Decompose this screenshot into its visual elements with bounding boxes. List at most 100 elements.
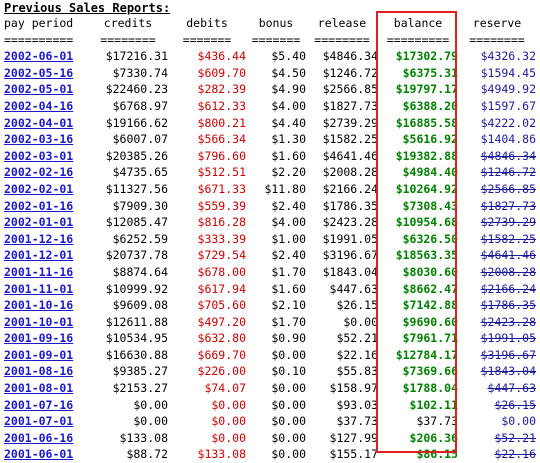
reserve-cell: $1582.25 bbox=[480, 231, 536, 246]
pay-period-cell: 2001-10-16 bbox=[4, 297, 88, 314]
release-cell: $1827.73 bbox=[322, 98, 378, 113]
bonus-cell: $2.10 bbox=[271, 298, 306, 313]
pay-period-link[interactable]: 2002-05-01 bbox=[4, 82, 74, 97]
balance-cell: $17302.79 bbox=[395, 49, 458, 64]
reserve-cell: $2423.28 bbox=[480, 314, 536, 329]
balance-cell: $37.73 bbox=[416, 414, 458, 429]
bonus-cell: $4.40 bbox=[271, 115, 306, 130]
bonus-cell: $4.00 bbox=[271, 215, 306, 230]
balance-cell: $18563.35 bbox=[395, 248, 458, 263]
reserve-cell: $1843.04 bbox=[480, 364, 536, 379]
bonus-cell: $11.80 bbox=[264, 181, 306, 196]
bonus-cell: $0.00 bbox=[271, 381, 306, 396]
credits-cell: $88.72 bbox=[126, 447, 168, 462]
bonus-cell: $2.40 bbox=[271, 248, 306, 263]
credits-cell: $22460.23 bbox=[105, 82, 168, 97]
debits-cell: $678.00 bbox=[197, 264, 246, 279]
release-cell: $52.21 bbox=[336, 331, 378, 346]
pay-period-link[interactable]: 2002-03-01 bbox=[4, 148, 74, 163]
balance-cell: $7142.88 bbox=[402, 298, 458, 313]
bonus-cell: $1.60 bbox=[271, 281, 306, 296]
balance-cell: $7961.71 bbox=[402, 331, 458, 346]
table-row: 2001-06-01 $88.72 $133.08 $0.00 $155.17 $86.1… bbox=[4, 446, 536, 463]
pay-period-cell: 2001-12-16 bbox=[4, 231, 88, 248]
page-title: Previous Sales Reports: bbox=[4, 1, 171, 15]
pay-period-link[interactable]: 2002-05-16 bbox=[4, 65, 74, 80]
balance-cell: $7308.43 bbox=[402, 198, 458, 213]
pay-period-cell: 2001-07-01 bbox=[4, 413, 88, 430]
pay-period-cell: 2002-03-16 bbox=[4, 131, 88, 148]
sales-report-table: pay period credits debits bonus release … bbox=[4, 15, 536, 463]
header-release: release bbox=[317, 16, 367, 30]
pay-period-link[interactable]: 2002-01-01 bbox=[4, 215, 74, 230]
pay-period-link[interactable]: 2001-07-01 bbox=[4, 414, 74, 429]
release-cell: $2423.28 bbox=[322, 215, 378, 230]
pay-period-link[interactable]: 2001-12-16 bbox=[4, 231, 74, 246]
reserve-cell: $2739.29 bbox=[480, 215, 536, 230]
bonus-cell: $1.00 bbox=[271, 231, 306, 246]
pay-period-link[interactable]: 2001-07-16 bbox=[4, 397, 74, 412]
table-row: 2001-06-16 $133.08 $0.00 $0.00 $127.99 $206.3… bbox=[4, 430, 536, 447]
bonus-cell: $4.00 bbox=[271, 98, 306, 113]
credits-cell: $17216.31 bbox=[105, 49, 168, 64]
debits-cell: $0.00 bbox=[211, 430, 246, 445]
bonus-cell: $4.50 bbox=[271, 65, 306, 80]
reserve-cell: $1594.45 bbox=[480, 65, 536, 80]
pay-period-cell: 2001-06-01 bbox=[4, 446, 88, 463]
release-cell: $4846.34 bbox=[322, 49, 378, 64]
table-row: 2002-02-16 $4735.65 $512.51 $2.20 $2008.28 $4… bbox=[4, 164, 536, 181]
pay-period-link[interactable]: 2002-04-01 bbox=[4, 115, 74, 130]
balance-cell: $8662.47 bbox=[402, 281, 458, 296]
reserve-cell: $0.00 bbox=[501, 414, 536, 429]
separator-credits: ======== bbox=[100, 32, 156, 47]
table-row: 2001-08-16 $9385.27 $226.00 $0.10 $55.83 $736… bbox=[4, 363, 536, 380]
separator-reserve: ======== bbox=[469, 32, 525, 47]
bonus-cell: $0.90 bbox=[271, 331, 306, 346]
pay-period-cell: 2001-12-01 bbox=[4, 247, 88, 264]
debits-cell: $705.60 bbox=[197, 298, 246, 313]
balance-cell: $6326.50 bbox=[402, 231, 458, 246]
table-row: 2001-10-16 $9609.08 $705.60 $2.10 $26.15 $714… bbox=[4, 297, 536, 314]
release-cell: $26.15 bbox=[336, 298, 378, 313]
credits-cell: $133.08 bbox=[119, 430, 168, 445]
pay-period-link[interactable]: 2002-02-01 bbox=[4, 181, 74, 196]
pay-period-link[interactable]: 2002-03-16 bbox=[4, 132, 74, 147]
credits-cell: $19166.62 bbox=[105, 115, 168, 130]
balance-cell: $6388.20 bbox=[402, 98, 458, 113]
pay-period-link[interactable]: 2001-10-16 bbox=[4, 298, 74, 313]
debits-cell: $74.07 bbox=[204, 381, 246, 396]
pay-period-link[interactable]: 2002-06-01 bbox=[4, 49, 74, 64]
pay-period-link[interactable]: 2001-11-01 bbox=[4, 281, 74, 296]
pay-period-link[interactable]: 2002-02-16 bbox=[4, 165, 74, 180]
pay-period-link[interactable]: 2001-10-01 bbox=[4, 314, 74, 329]
pay-period-cell: 2001-09-16 bbox=[4, 330, 88, 347]
release-cell: $2739.29 bbox=[322, 115, 378, 130]
debits-cell: $800.21 bbox=[197, 115, 246, 130]
pay-period-cell: 2002-04-01 bbox=[4, 115, 88, 132]
debits-cell: $436.44 bbox=[197, 49, 246, 64]
pay-period-link[interactable]: 2002-04-16 bbox=[4, 98, 74, 113]
reserve-cell: $3196.67 bbox=[480, 347, 536, 362]
pay-period-link[interactable]: 2001-08-01 bbox=[4, 381, 74, 396]
debits-cell: $617.94 bbox=[197, 281, 246, 296]
pay-period-link[interactable]: 2002-01-16 bbox=[4, 198, 74, 213]
debits-cell: $282.39 bbox=[197, 82, 246, 97]
balance-cell: $7369.66 bbox=[402, 364, 458, 379]
pay-period-cell: 2002-05-16 bbox=[4, 65, 88, 82]
balance-cell: $8030.60 bbox=[402, 264, 458, 279]
pay-period-link[interactable]: 2001-09-01 bbox=[4, 347, 74, 362]
pay-period-link[interactable]: 2001-12-01 bbox=[4, 248, 74, 263]
pay-period-link[interactable]: 2001-08-16 bbox=[4, 364, 74, 379]
release-cell: $55.83 bbox=[336, 364, 378, 379]
bonus-cell: $1.30 bbox=[271, 132, 306, 147]
pay-period-link[interactable]: 2001-09-16 bbox=[4, 331, 74, 346]
pay-period-link[interactable]: 2001-11-16 bbox=[4, 264, 74, 279]
balance-cell: $10264.92 bbox=[395, 181, 458, 196]
credits-cell: $20737.78 bbox=[105, 248, 168, 263]
credits-cell: $8874.64 bbox=[112, 264, 168, 279]
pay-period-cell: 2002-04-16 bbox=[4, 98, 88, 115]
pay-period-link[interactable]: 2001-06-16 bbox=[4, 430, 74, 445]
reserve-cell: $2008.28 bbox=[480, 264, 536, 279]
pay-period-link[interactable]: 2001-06-01 bbox=[4, 447, 74, 462]
credits-cell: $7330.74 bbox=[112, 65, 168, 80]
